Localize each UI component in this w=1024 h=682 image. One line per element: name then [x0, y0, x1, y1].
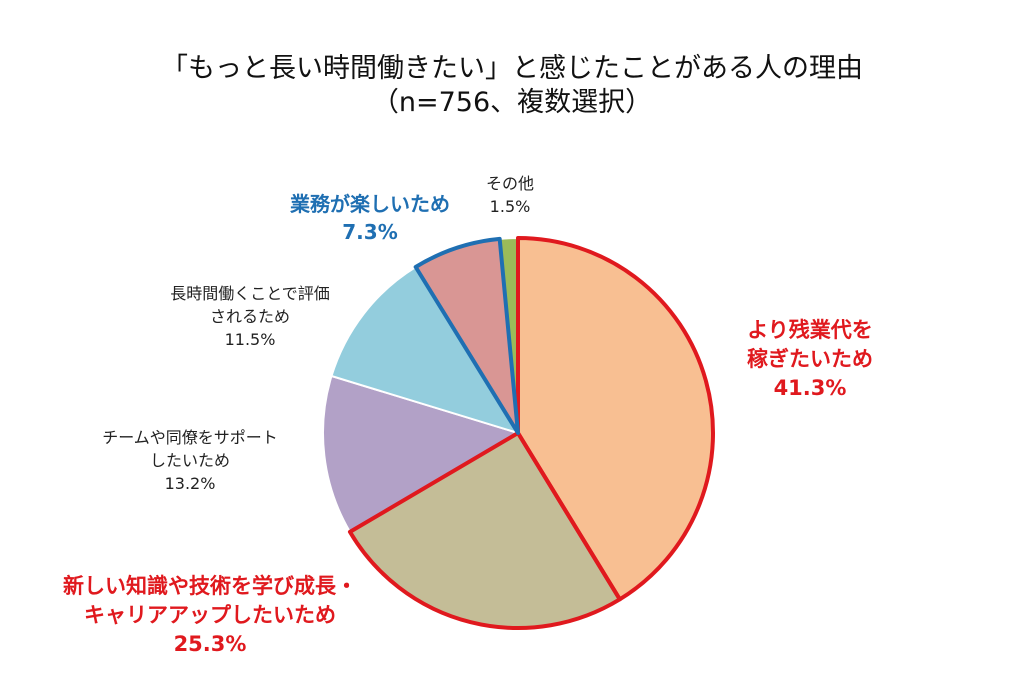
label-overtime-line1: より残業代を: [747, 318, 873, 342]
pie-slice-outline-overtime: [516, 236, 715, 602]
label-overtime-line2: 稼ぎたいため: [747, 347, 873, 371]
label-other-value: 1.5%: [489, 197, 531, 216]
label-other-line1: その他: [485, 174, 534, 193]
label-skills-value: 25.3%: [173, 632, 247, 656]
pie-slice-evaluation: [330, 265, 521, 435]
label-support-line2: したいため: [149, 451, 230, 470]
label-skills-line1: 新しい知識や技術を学び成長・: [63, 574, 357, 598]
label-enjoy-value: 7.3%: [342, 220, 398, 244]
label-support-line1: チームや同僚をサポート: [102, 428, 278, 447]
label-enjoy: 業務が楽しいため 7.3%: [270, 190, 470, 246]
label-evaluation: 長時間働くことで評価 されるため 11.5%: [150, 282, 350, 351]
label-support-value: 13.2%: [164, 474, 216, 493]
label-other: その他 1.5%: [460, 172, 560, 218]
label-skills: 新しい知識や技術を学び成長・ キャリアアップしたいため 25.3%: [40, 572, 380, 659]
label-overtime-value: 41.3%: [773, 376, 847, 400]
label-enjoy-line1: 業務が楽しいため: [290, 192, 450, 216]
label-evaluation-line2: されるため: [209, 307, 290, 326]
label-evaluation-line1: 長時間働くことで評価: [170, 284, 330, 303]
pie-slice-outline-enjoy: [413, 236, 520, 435]
pie-slice-support: [321, 374, 521, 534]
chart-subtitle: （n=756、複数選択）: [371, 87, 653, 118]
pie-slice-outline-skills: [347, 431, 622, 630]
label-evaluation-value: 11.5%: [224, 330, 276, 349]
label-skills-line2: キャリアアップしたいため: [84, 603, 336, 627]
label-support: チームや同僚をサポート したいため 13.2%: [70, 426, 310, 495]
label-overtime: より残業代を 稼ぎたいため 41.3%: [700, 316, 920, 403]
chart-title: 「もっと長い時間働きたい」と感じたことがある人の理由: [161, 53, 863, 84]
